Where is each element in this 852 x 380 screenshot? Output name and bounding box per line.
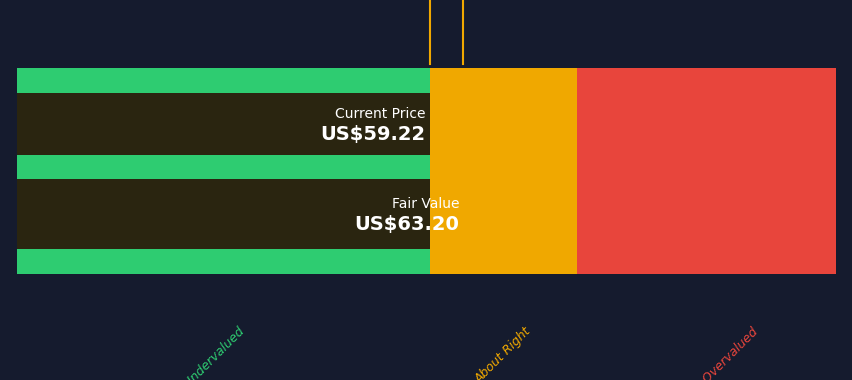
Bar (577, 179, 835, 249)
Bar (429, 179, 577, 249)
Text: US$59.22: US$59.22 (320, 125, 425, 144)
Bar (17, 155, 429, 179)
Bar (577, 249, 835, 274)
Bar (577, 93, 835, 155)
Bar (429, 249, 577, 274)
Text: US$63.20: US$63.20 (354, 215, 458, 234)
Bar (17, 179, 471, 249)
Text: 20% Undervalued: 20% Undervalued (158, 325, 246, 380)
Bar (17, 93, 429, 155)
Bar (17, 249, 429, 274)
Bar (429, 155, 577, 179)
Text: Current Price: Current Price (335, 106, 425, 120)
Bar (429, 68, 577, 93)
Bar (577, 155, 835, 179)
Bar (577, 68, 835, 93)
Bar (429, 93, 577, 155)
Bar (577, 93, 835, 155)
Bar (17, 179, 429, 249)
Bar (17, 68, 429, 93)
Text: About Right: About Right (472, 325, 533, 380)
Bar (17, 93, 437, 155)
Text: Fair Value: Fair Value (391, 197, 458, 211)
Text: 20% Overvalued: 20% Overvalued (677, 325, 760, 380)
Bar (577, 179, 835, 249)
Bar (429, 179, 577, 249)
Bar (429, 93, 577, 155)
